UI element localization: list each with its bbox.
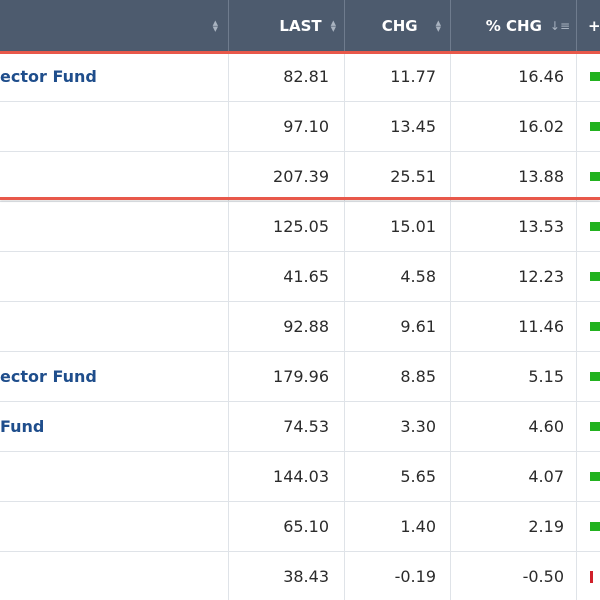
change-bar-positive bbox=[590, 172, 600, 181]
last-price-cell: 38.43 bbox=[283, 567, 329, 586]
fund-name-link[interactable] bbox=[0, 452, 228, 501]
table-row[interactable]: 38.43 -0.19 -0.50 bbox=[0, 552, 600, 600]
sort-icon: ▲ ▼ bbox=[212, 19, 218, 33]
column-header-last-label: LAST bbox=[279, 17, 322, 35]
percent-change-cell: 11.46 bbox=[518, 317, 564, 336]
change-bar-positive bbox=[590, 122, 600, 131]
change-cell: 5.65 bbox=[400, 467, 436, 486]
table-row[interactable]: 207.39 25.51 13.88 bbox=[0, 152, 600, 202]
fund-name-link[interactable]: ector Fund bbox=[0, 67, 97, 86]
last-price-cell: 144.03 bbox=[273, 467, 329, 486]
percent-change-cell: 13.53 bbox=[518, 217, 564, 236]
percent-change-cell: 2.19 bbox=[528, 517, 564, 536]
change-cell: 3.30 bbox=[400, 417, 436, 436]
table-header: ▲▼ LAST ▲▼ CHG ▲▼ % CHG ↓≡ +/ bbox=[0, 0, 600, 52]
change-cell: 8.85 bbox=[400, 367, 436, 386]
column-header-chg-label: CHG bbox=[381, 17, 418, 35]
column-header-pct-chg[interactable]: % CHG ↓≡ bbox=[451, 0, 576, 52]
table-row[interactable]: 92.88 9.61 11.46 bbox=[0, 302, 600, 352]
change-cell: -0.19 bbox=[394, 567, 436, 586]
change-cell: 11.77 bbox=[390, 67, 436, 86]
table-row[interactable]: 125.05 15.01 13.53 bbox=[0, 202, 600, 252]
last-price-cell: 65.10 bbox=[283, 517, 329, 536]
column-header-bar-label: +/ bbox=[588, 17, 600, 35]
table-row[interactable]: ector Fund 82.81 11.77 16.46 bbox=[0, 52, 600, 102]
last-price-cell: 97.10 bbox=[283, 117, 329, 136]
change-cell: 4.58 bbox=[400, 267, 436, 286]
fund-name-link[interactable] bbox=[0, 102, 228, 151]
percent-change-cell: 16.46 bbox=[518, 67, 564, 86]
percent-change-cell: 13.88 bbox=[518, 167, 564, 186]
percent-change-cell: 5.15 bbox=[528, 367, 564, 386]
last-price-cell: 92.88 bbox=[283, 317, 329, 336]
column-header-name[interactable]: ▲ ▼ bbox=[0, 0, 228, 52]
fund-name-link[interactable] bbox=[0, 152, 228, 201]
change-bar-positive bbox=[590, 222, 600, 231]
last-price-cell: 207.39 bbox=[273, 167, 329, 186]
fund-name-link[interactable] bbox=[0, 302, 228, 351]
change-bar-positive bbox=[590, 472, 600, 481]
change-cell: 13.45 bbox=[390, 117, 436, 136]
fund-name-link[interactable] bbox=[0, 202, 228, 251]
table-row[interactable]: 144.03 5.65 4.07 bbox=[0, 452, 600, 502]
last-price-cell: 41.65 bbox=[283, 267, 329, 286]
table-row[interactable]: 97.10 13.45 16.02 bbox=[0, 102, 600, 152]
sort-icon: ▲ ▼ bbox=[435, 19, 441, 33]
percent-change-cell: 12.23 bbox=[518, 267, 564, 286]
change-bar-positive bbox=[590, 272, 600, 281]
column-header-bar[interactable]: +/ bbox=[577, 0, 600, 52]
column-header-last[interactable]: LAST ▲ ▼ bbox=[229, 0, 344, 52]
change-bar-negative bbox=[590, 571, 593, 583]
fund-name-link[interactable]: Fund bbox=[0, 417, 45, 436]
change-cell: 25.51 bbox=[390, 167, 436, 186]
table-row[interactable]: 65.10 1.40 2.19 bbox=[0, 502, 600, 552]
change-bar-positive bbox=[590, 522, 600, 531]
table-row[interactable]: ector Fund 179.96 8.85 5.15 bbox=[0, 352, 600, 402]
last-price-cell: 74.53 bbox=[283, 417, 329, 436]
change-bar-positive bbox=[590, 322, 600, 331]
last-price-cell: 125.05 bbox=[273, 217, 329, 236]
fund-name-link[interactable] bbox=[0, 502, 228, 551]
percent-change-cell: 4.60 bbox=[528, 417, 564, 436]
last-price-cell: 82.81 bbox=[283, 67, 329, 86]
percent-change-cell: 16.02 bbox=[518, 117, 564, 136]
change-cell: 15.01 bbox=[390, 217, 436, 236]
change-bar-positive bbox=[590, 422, 600, 431]
change-cell: 9.61 bbox=[400, 317, 436, 336]
last-price-cell: 179.96 bbox=[273, 367, 329, 386]
column-header-pct-chg-label: % CHG bbox=[485, 17, 542, 35]
table-row[interactable]: 41.65 4.58 12.23 bbox=[0, 252, 600, 302]
table-row[interactable]: Fund 74.53 3.30 4.60 bbox=[0, 402, 600, 452]
fund-name-link[interactable] bbox=[0, 552, 228, 600]
column-header-chg[interactable]: CHG ▲ ▼ bbox=[345, 0, 450, 52]
percent-change-cell: -0.50 bbox=[522, 567, 564, 586]
change-bar-positive bbox=[590, 372, 600, 381]
change-cell: 1.40 bbox=[400, 517, 436, 536]
change-bar-positive bbox=[590, 72, 600, 81]
sort-icon: ▲ ▼ bbox=[330, 19, 336, 33]
percent-change-cell: 4.07 bbox=[528, 467, 564, 486]
sort-descending-icon: ↓≡ bbox=[549, 19, 570, 33]
fund-name-link[interactable] bbox=[0, 252, 228, 301]
fund-name-link[interactable]: ector Fund bbox=[0, 367, 97, 386]
